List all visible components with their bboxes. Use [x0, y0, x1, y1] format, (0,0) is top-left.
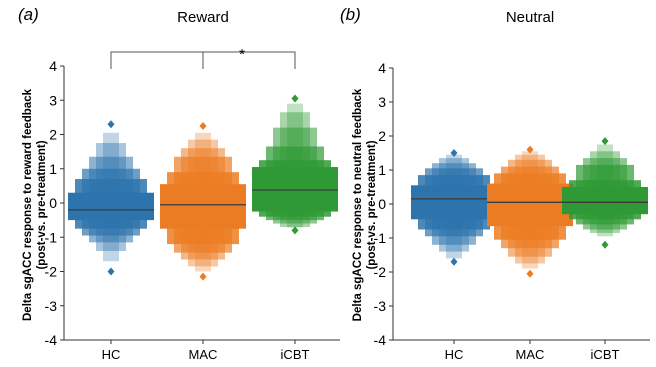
panel-title-reward: Reward [177, 9, 229, 26]
outlier-point [107, 120, 115, 129]
box-icbt [562, 137, 648, 249]
y-tick-label: -4 [45, 332, 58, 348]
y-tick-label: 0 [378, 196, 386, 212]
y-axis-label-reward-line1: Delta sgACC response to reward feedback [22, 88, 34, 321]
panel-label-b: (b) [340, 5, 361, 24]
box-mac [487, 145, 573, 278]
y-tick-label: -2 [374, 264, 387, 280]
x-tick-label: MAC [516, 347, 545, 362]
y-axis-label-neutral-line1: Delta sgACC response to neutral feedback [352, 88, 364, 321]
outlier-point [450, 149, 458, 157]
panel-neutral: (b) Neutral Delta sgACC response to neut… [340, 5, 650, 362]
box-level [252, 167, 338, 212]
outlier-point [291, 94, 299, 103]
x-tick-label: HC [445, 347, 464, 362]
outlier-point [601, 137, 609, 146]
x-tick-label: iCBT [591, 347, 620, 362]
significance-star: * [239, 46, 245, 63]
y-tick-label: -3 [45, 298, 58, 314]
y-axis-label-reward: Delta sgACC response to reward feedback … [22, 88, 48, 321]
y-tick-label: 4 [378, 60, 386, 76]
box-hc [68, 120, 154, 276]
plot-area-reward: -4 -3 -2 -1 0 1 2 3 4 HC MAC iCBT [45, 58, 340, 362]
y-axis-label-neutral: Delta sgACC response to neutral feedback… [352, 88, 378, 321]
y-tick-label: 4 [49, 58, 57, 74]
box-level [411, 185, 497, 220]
box-level [487, 183, 573, 227]
y-tick-label: -3 [374, 298, 387, 314]
outlier-point [291, 226, 299, 235]
outlier-point [450, 257, 458, 266]
y-tick-label: 3 [378, 94, 386, 110]
outlier-point [526, 145, 534, 154]
y-tick-label: -2 [45, 264, 58, 280]
y-axis-label-reward-line2: (post-vs. pre-treatment) [36, 140, 48, 269]
outlier-point [526, 269, 534, 278]
panel-reward: (a) Reward Delta sgACC response to rewar… [18, 5, 340, 362]
x-tick-label: HC [102, 347, 121, 362]
box-level [562, 187, 648, 215]
box-level [68, 192, 154, 221]
x-tick-label: iCBT [281, 347, 310, 362]
outlier-point [601, 240, 609, 249]
panel-title-neutral: Neutral [506, 9, 554, 26]
y-tick-label: -1 [374, 230, 387, 246]
outlier-point [199, 272, 207, 281]
plot-area-neutral: -4 -3 -2 -1 0 1 2 3 4 HC MAC iCBT [374, 60, 650, 362]
y-tick-label: 0 [49, 195, 57, 211]
y-tick-label: 3 [49, 92, 57, 108]
y-tick-label: 2 [378, 128, 386, 144]
outlier-point [107, 267, 115, 276]
panel-label-a: (a) [18, 5, 39, 24]
box-hc [411, 149, 497, 266]
y-tick-label: -4 [374, 332, 387, 348]
box-icbt [252, 94, 338, 235]
box-mac [160, 121, 246, 281]
box-level [160, 184, 246, 229]
y-tick-label: 1 [378, 162, 386, 178]
y-tick-label: -1 [45, 229, 58, 245]
x-tick-label: MAC [189, 347, 218, 362]
significance-bracket [110, 51, 296, 69]
outlier-point [199, 121, 207, 130]
y-tick-label: 1 [49, 161, 57, 177]
y-tick-label: 2 [49, 127, 57, 143]
y-axis-label-neutral-line2: (post-vs. pre-treatment) [366, 140, 378, 269]
